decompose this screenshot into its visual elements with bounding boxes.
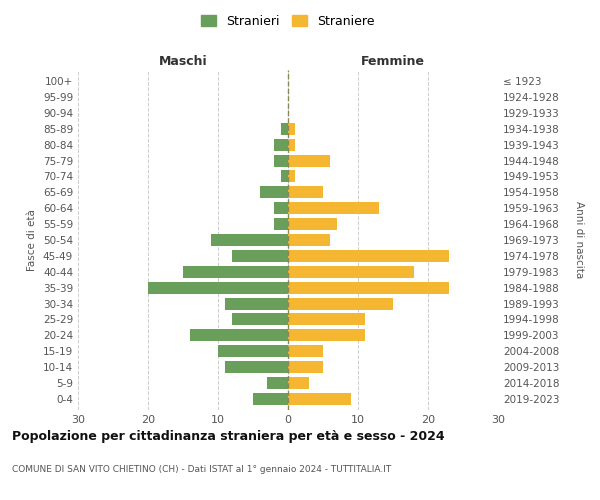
Bar [288, 377, 309, 389]
Bar [274, 138, 288, 150]
Bar [288, 154, 330, 166]
Bar [274, 218, 288, 230]
Y-axis label: Anni di nascita: Anni di nascita [574, 202, 584, 278]
Bar [288, 123, 295, 134]
Bar [260, 186, 288, 198]
Bar [288, 298, 393, 310]
Bar [232, 314, 288, 326]
Bar [288, 138, 295, 150]
Bar [274, 154, 288, 166]
Bar [274, 202, 288, 214]
Bar [288, 361, 323, 373]
Bar [288, 346, 323, 357]
Bar [183, 266, 288, 278]
Bar [267, 377, 288, 389]
Text: COMUNE DI SAN VITO CHIETINO (CH) - Dati ISTAT al 1° gennaio 2024 - TUTTITALIA.IT: COMUNE DI SAN VITO CHIETINO (CH) - Dati … [12, 465, 391, 474]
Bar [288, 186, 323, 198]
Bar [232, 250, 288, 262]
Bar [288, 330, 365, 342]
Bar [281, 123, 288, 134]
Bar [253, 393, 288, 405]
Bar [281, 170, 288, 182]
Bar [225, 361, 288, 373]
Text: Femmine: Femmine [361, 56, 425, 68]
Bar [288, 266, 414, 278]
Bar [190, 330, 288, 342]
Bar [288, 218, 337, 230]
Bar [148, 282, 288, 294]
Bar [288, 170, 295, 182]
Bar [288, 314, 365, 326]
Bar [288, 202, 379, 214]
Y-axis label: Fasce di età: Fasce di età [28, 209, 37, 271]
Bar [211, 234, 288, 246]
Text: Maschi: Maschi [158, 56, 208, 68]
Bar [225, 298, 288, 310]
Bar [288, 282, 449, 294]
Legend: Stranieri, Straniere: Stranieri, Straniere [197, 11, 379, 32]
Bar [288, 234, 330, 246]
Bar [288, 393, 351, 405]
Text: Popolazione per cittadinanza straniera per età e sesso - 2024: Popolazione per cittadinanza straniera p… [12, 430, 445, 443]
Bar [218, 346, 288, 357]
Bar [288, 250, 449, 262]
